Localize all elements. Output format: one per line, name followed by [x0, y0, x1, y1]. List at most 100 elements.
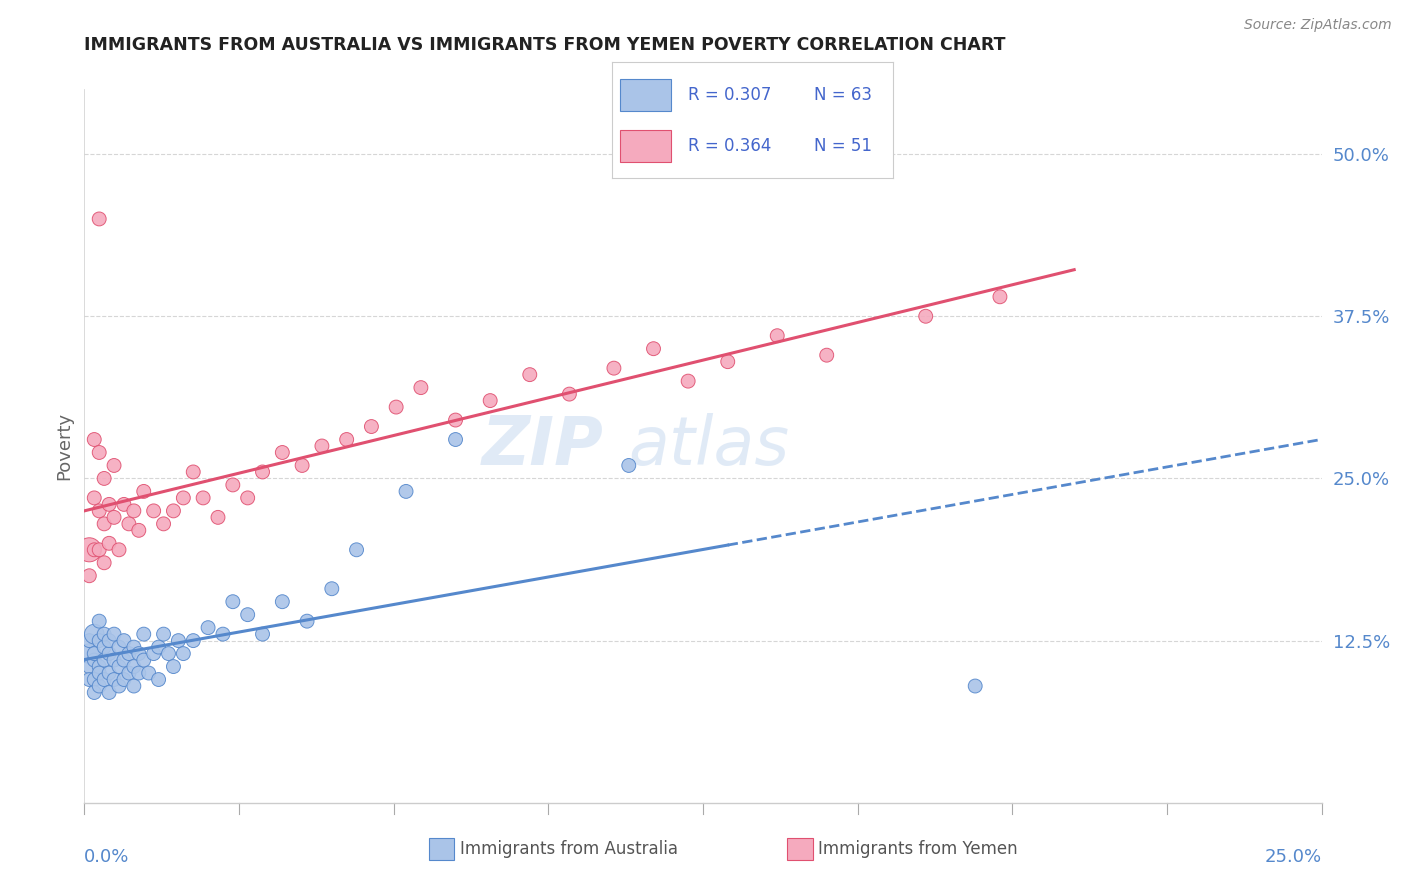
Point: [181, 465, 204, 479]
Point: [617, 458, 640, 473]
Point: [181, 633, 204, 648]
Point: [162, 659, 184, 673]
Point: [222, 595, 245, 609]
Point: [336, 433, 359, 447]
Point: [93, 673, 115, 687]
Point: [122, 640, 145, 654]
Point: [103, 458, 125, 473]
Text: Immigrants from Yemen: Immigrants from Yemen: [818, 840, 1018, 858]
Point: [89, 659, 111, 673]
Point: [89, 666, 111, 681]
Point: [271, 595, 294, 609]
Point: [252, 627, 274, 641]
Point: [98, 536, 121, 550]
Point: [311, 439, 333, 453]
Point: [965, 679, 987, 693]
Point: [103, 627, 125, 641]
Point: [479, 393, 502, 408]
Point: [252, 465, 274, 479]
Point: [83, 627, 105, 641]
Point: [152, 516, 174, 531]
Point: [108, 679, 131, 693]
Point: [108, 659, 131, 673]
Point: [98, 666, 121, 681]
Point: [89, 211, 111, 226]
Point: [191, 491, 214, 505]
Point: [83, 647, 105, 661]
Point: [236, 491, 259, 505]
Text: N = 51: N = 51: [814, 137, 872, 155]
Point: [93, 516, 115, 531]
Point: [676, 374, 699, 388]
Point: [914, 310, 936, 324]
Point: [766, 328, 789, 343]
Point: [132, 484, 155, 499]
Point: [162, 504, 184, 518]
Point: [152, 627, 174, 641]
Point: [93, 653, 115, 667]
Point: [83, 542, 105, 557]
Point: [122, 659, 145, 673]
Point: [79, 673, 101, 687]
Text: Source: ZipAtlas.com: Source: ZipAtlas.com: [1244, 18, 1392, 32]
Point: [132, 627, 155, 641]
Point: [93, 640, 115, 654]
Point: [132, 653, 155, 667]
Point: [271, 445, 294, 459]
Point: [89, 614, 111, 628]
Point: [385, 400, 408, 414]
Text: 0.0%: 0.0%: [84, 848, 129, 866]
Point: [118, 647, 141, 661]
Point: [207, 510, 229, 524]
Point: [112, 633, 135, 648]
Point: [122, 679, 145, 693]
Text: IMMIGRANTS FROM AUSTRALIA VS IMMIGRANTS FROM YEMEN POVERTY CORRELATION CHART: IMMIGRANTS FROM AUSTRALIA VS IMMIGRANTS …: [84, 36, 1005, 54]
Point: [89, 633, 111, 648]
Point: [79, 568, 101, 582]
Point: [108, 542, 131, 557]
Point: [172, 647, 194, 661]
Point: [79, 633, 101, 648]
Point: [79, 659, 101, 673]
Point: [98, 633, 121, 648]
Text: 25.0%: 25.0%: [1264, 848, 1322, 866]
Point: [103, 673, 125, 687]
Point: [89, 445, 111, 459]
Point: [83, 433, 105, 447]
Point: [295, 614, 318, 628]
Point: [148, 673, 170, 687]
Point: [395, 484, 418, 499]
Point: [138, 666, 160, 681]
Point: [346, 542, 368, 557]
Point: [98, 647, 121, 661]
Point: [142, 504, 165, 518]
Point: [128, 666, 150, 681]
Point: [83, 685, 105, 699]
Point: [89, 679, 111, 693]
Point: [108, 640, 131, 654]
Point: [103, 653, 125, 667]
Text: ZIP: ZIP: [482, 413, 605, 479]
Point: [98, 685, 121, 699]
Point: [603, 361, 626, 376]
Y-axis label: Poverty: Poverty: [55, 412, 73, 480]
Point: [103, 510, 125, 524]
Point: [93, 556, 115, 570]
Point: [112, 653, 135, 667]
Point: [988, 290, 1011, 304]
Point: [122, 504, 145, 518]
Point: [167, 633, 190, 648]
Text: atlas: atlas: [628, 413, 790, 479]
Point: [89, 542, 111, 557]
Text: N = 63: N = 63: [814, 86, 872, 103]
Point: [321, 582, 343, 596]
Bar: [620, 129, 671, 162]
Point: [93, 471, 115, 485]
Point: [236, 607, 259, 622]
Point: [148, 640, 170, 654]
Point: [118, 666, 141, 681]
Point: [519, 368, 541, 382]
Point: [815, 348, 838, 362]
Point: [112, 497, 135, 511]
Point: [197, 621, 219, 635]
